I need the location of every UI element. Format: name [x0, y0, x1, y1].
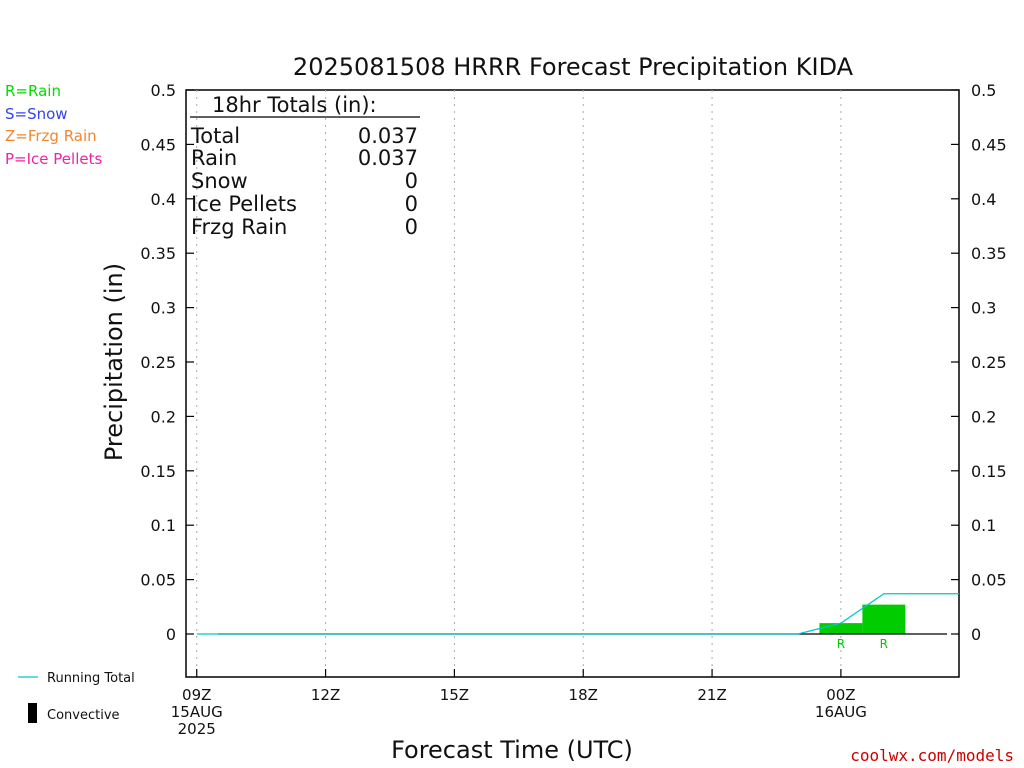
- totals-label-ice-pellets: Ice Pellets: [191, 192, 297, 216]
- x-tick-label: 18Z: [569, 686, 598, 704]
- y-tick-label-left: 0.2: [151, 407, 176, 426]
- x-tick-label: 15Z: [440, 686, 469, 704]
- convective-legend-label: Convective: [47, 708, 120, 723]
- totals-label-total: Total: [190, 124, 240, 148]
- totals-value-total: 0.037: [358, 124, 418, 148]
- y-tick-label-right: 0.4: [971, 190, 996, 209]
- legend-ice-pellets: P=Ice Pellets: [5, 150, 102, 168]
- x-tick-label: 2025: [178, 720, 216, 738]
- totals-value-ice-pellets: 0: [405, 192, 418, 216]
- running-total-line: [196, 593, 959, 635]
- totals-label-rain: Rain: [191, 146, 237, 170]
- credit-text: coolwx.com/models: [850, 746, 1014, 765]
- plot-frame: [185, 89, 960, 678]
- running-total-layer: [196, 593, 959, 635]
- totals-value-rain: 0.037: [358, 146, 418, 170]
- x-tick-label: 09Z: [182, 686, 211, 704]
- y-tick-label-left: 0.5: [151, 81, 176, 100]
- y-axis-label: Precipitation (in): [100, 263, 128, 461]
- y-tick-label-right: 0.25: [971, 353, 1007, 372]
- totals-header: 18hr Totals (in):: [212, 93, 377, 117]
- y-tick-label-right: 0.5: [971, 81, 996, 100]
- x-tick-label: 21Z: [697, 686, 726, 704]
- x-axis-label: Forecast Time (UTC): [391, 736, 633, 764]
- y-tick-label-left: 0: [166, 625, 176, 644]
- y-tick-label-left: 0.35: [140, 244, 176, 263]
- y-tick-label-right: 0.05: [971, 571, 1007, 590]
- x-tick-label: 00Z: [826, 686, 855, 704]
- legend-snow: S=Snow: [5, 105, 68, 123]
- y-tick-label-left: 0.45: [140, 135, 176, 154]
- y-tick-label-right: 0: [971, 625, 981, 644]
- y-tick-label-left: 0.15: [140, 462, 176, 481]
- y-tick-label-left: 0.1: [151, 516, 176, 535]
- y-tick-label-left: 0.25: [140, 353, 176, 372]
- totals-value-frzg-rain: 0: [405, 215, 418, 239]
- precip-bar: [862, 604, 906, 634]
- precip-type-legend: R=Rain S=Snow Z=Frzg Rain P=Ice Pellets: [5, 82, 102, 168]
- y-tick-label-left: 0.4: [151, 190, 176, 209]
- legend-frzg-rain: Z=Frzg Rain: [5, 127, 97, 145]
- running-total-legend-label: Running Total: [47, 671, 135, 686]
- totals-value-snow: 0: [405, 169, 418, 193]
- bottom-legend: Running Total Convective: [18, 671, 135, 723]
- y-tick-label-right: 0.1: [971, 516, 996, 535]
- y-tick-label-right: 0.2: [971, 407, 996, 426]
- precip-bar: [819, 623, 863, 634]
- y-axis-ticks: 0 00.05 0.050.1 0.10.15 0.150.2 0.20.25 0.250.…: [140, 81, 1006, 644]
- y-tick-label-right: 0.35: [971, 244, 1007, 263]
- y-tick-label-left: 0.3: [151, 299, 176, 318]
- y-tick-label-right: 0.3: [971, 299, 996, 318]
- y-tick-label-right: 0.45: [971, 135, 1007, 154]
- legend-rain: R=Rain: [5, 82, 61, 100]
- y-tick-label-left: 0.05: [140, 571, 176, 590]
- x-tick-label: 12Z: [311, 686, 340, 704]
- precip-bar-type-label: R: [880, 637, 888, 651]
- grid-lines: [196, 90, 842, 677]
- convective-legend-swatch: [28, 703, 37, 723]
- precip-bar-type-label: R: [837, 637, 845, 651]
- y-tick-label-right: 0.15: [971, 462, 1007, 481]
- chart-title: 2025081508 HRRR Forecast Precipitation K…: [293, 53, 854, 81]
- totals-box: 18hr Totals (in): Total 0.037 Rain 0.037…: [190, 93, 420, 239]
- x-tick-label: 16AUG: [815, 703, 867, 721]
- totals-label-frzg-rain: Frzg Rain: [191, 215, 287, 239]
- totals-label-snow: Snow: [191, 169, 248, 193]
- x-tick-label: 15AUG: [171, 703, 223, 721]
